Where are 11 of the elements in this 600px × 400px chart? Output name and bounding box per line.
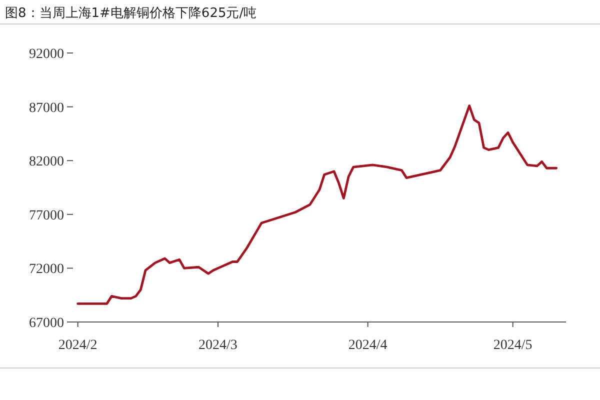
y-tick-label: 67000 <box>29 316 64 331</box>
x-tick-label: 2024/2 <box>58 338 98 353</box>
y-tick-label: 72000 <box>29 262 64 278</box>
x-tick-label: 2024/4 <box>348 338 388 353</box>
x-tick-label: 2024/5 <box>493 338 532 353</box>
title: 图8：当周上海1#电解铜价格下降625元/吨 <box>5 6 257 21</box>
y-tick-label: 87000 <box>29 100 64 116</box>
y-tick-label: 82000 <box>29 154 64 170</box>
y-tick-label: 92000 <box>29 47 64 62</box>
y-tick-label: 77000 <box>29 208 64 224</box>
x-tick-label: 2024/3 <box>198 338 238 353</box>
